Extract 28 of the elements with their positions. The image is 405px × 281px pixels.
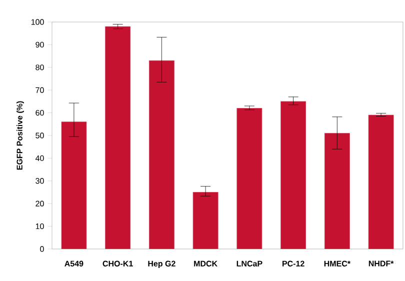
x-tick-label: NHDF*: [368, 260, 394, 266]
x-tick-label: HMEC*: [324, 260, 350, 266]
y-tick-label: 0: [40, 246, 44, 252]
y-tick-label: 80: [36, 64, 44, 70]
y-tick-label: 10: [36, 223, 44, 230]
bar: [324, 133, 350, 249]
bar: [61, 122, 87, 249]
bar: [280, 101, 306, 249]
bar: [192, 192, 218, 249]
y-tick-label: 90: [36, 42, 44, 48]
x-tick-label: PC-12: [282, 260, 304, 266]
y-tick-label: 60: [36, 110, 44, 116]
y-axis-title: EGFP Positive (%): [16, 101, 24, 170]
bar: [105, 26, 131, 249]
bar: [236, 108, 262, 249]
y-tick-label: 100: [31, 19, 44, 25]
x-tick-label: A549: [64, 260, 84, 266]
y-tick-label: 40: [35, 155, 44, 162]
y-tick-label: 50: [36, 132, 44, 138]
bar: [148, 60, 174, 249]
y-tick-label: 70: [36, 87, 44, 93]
y-tick-label: 20: [36, 200, 44, 206]
x-tick-label: CHO-K1: [102, 260, 133, 266]
x-tick-label: LNCaP: [236, 260, 262, 266]
x-tick-label: Hep G2: [148, 260, 176, 268]
bar: [368, 114, 394, 249]
x-tick-label: MDCK: [194, 260, 218, 266]
y-tick-label: 30: [36, 178, 44, 184]
